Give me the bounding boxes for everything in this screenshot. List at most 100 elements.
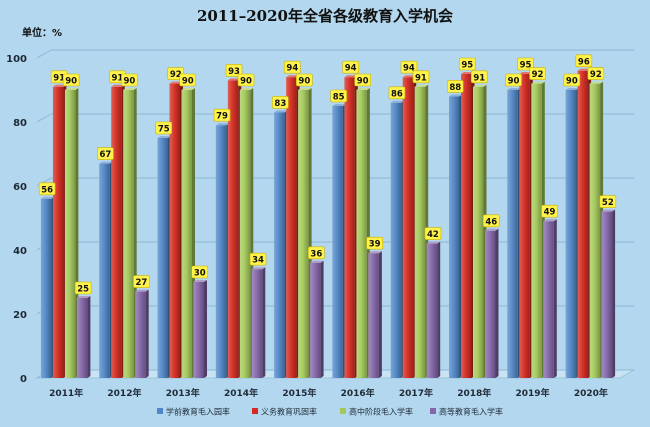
bar	[181, 90, 192, 378]
data-label: 25	[77, 285, 89, 295]
data-label: 56	[41, 185, 53, 195]
y-tick-label: 80	[13, 118, 27, 129]
data-label: 90	[508, 77, 520, 87]
data-label-box	[121, 73, 138, 87]
data-label: 42	[427, 230, 439, 240]
gridline-side	[36, 49, 52, 59]
data-label-box	[424, 227, 442, 240]
data-label-box	[388, 86, 406, 100]
bar-side	[437, 241, 441, 378]
bar	[310, 262, 321, 378]
data-label-box	[446, 80, 464, 93]
data-label-box	[62, 73, 80, 87]
bar	[40, 198, 52, 378]
bar-top	[40, 196, 55, 199]
y-tick-label: 40	[13, 246, 27, 257]
bar-side	[204, 280, 207, 378]
bar-top	[274, 110, 288, 113]
data-label-box	[482, 214, 500, 228]
data-label: 36	[310, 249, 322, 259]
bar	[426, 243, 438, 378]
bar	[157, 138, 168, 378]
bar	[485, 230, 496, 378]
bar-side	[262, 267, 266, 378]
data-label: 95	[461, 61, 473, 71]
bar	[52, 86, 64, 379]
bar-top	[485, 228, 499, 231]
data-label-box	[366, 236, 383, 250]
x-tick-label: 2013年	[166, 387, 200, 399]
bar-top	[99, 161, 113, 164]
bar-top	[565, 88, 580, 90]
bar	[519, 74, 530, 378]
data-label-box	[308, 246, 325, 260]
data-label-box	[191, 265, 209, 279]
bar-top	[332, 104, 346, 106]
bar-side	[612, 209, 616, 378]
data-label: 46	[485, 217, 497, 227]
bar-side	[553, 219, 557, 378]
y-tick-label: 0	[20, 374, 27, 385]
bar	[274, 112, 285, 379]
bar-side	[145, 289, 149, 378]
bar	[589, 83, 601, 378]
data-label-box	[563, 73, 581, 87]
data-label-box	[97, 147, 114, 160]
bar-top	[449, 94, 463, 97]
x-tick-label: 2020年	[574, 387, 608, 399]
bar	[332, 106, 343, 378]
data-label-box	[541, 204, 558, 218]
data-label-box	[458, 57, 476, 71]
data-label: 92	[170, 70, 182, 80]
bar	[368, 253, 379, 378]
bar	[543, 221, 554, 378]
data-label: 67	[100, 150, 112, 160]
y-tick-label: 100	[6, 54, 27, 65]
data-label: 90	[357, 77, 369, 87]
bar	[298, 90, 309, 378]
data-label: 91	[53, 73, 65, 83]
data-label-box	[330, 89, 347, 103]
x-tick-label: 2015年	[282, 387, 316, 399]
data-label: 90	[240, 77, 252, 87]
data-label-box	[400, 60, 418, 74]
bar-top	[368, 251, 382, 254]
bar-top	[543, 219, 557, 222]
bar	[356, 90, 367, 378]
data-label-box	[74, 281, 92, 295]
bar	[123, 90, 134, 378]
bar-top	[193, 280, 207, 282]
legend-label: 学前教育毛入园率	[166, 407, 230, 417]
data-label: 93	[228, 67, 240, 77]
bar	[193, 282, 204, 378]
data-label: 30	[194, 269, 206, 279]
data-label-box	[155, 121, 173, 135]
data-label-box	[517, 57, 534, 71]
bar-top	[76, 296, 91, 298]
legend-label: 高中阶段毛入学率	[349, 407, 413, 417]
bar	[577, 70, 589, 379]
data-label-box	[284, 60, 301, 74]
bar-top	[473, 84, 487, 87]
bar	[251, 269, 263, 378]
bar	[99, 163, 110, 378]
bar-top	[123, 88, 137, 90]
bar-top	[531, 81, 545, 84]
data-label: 91	[473, 73, 485, 83]
bar-top	[310, 260, 324, 263]
bar	[76, 298, 88, 378]
data-label: 85	[333, 93, 345, 103]
bar-top	[390, 100, 405, 103]
bar	[64, 90, 76, 378]
bar-top	[181, 88, 195, 90]
bar	[461, 74, 472, 378]
y-tick-label: 20	[13, 310, 27, 321]
bar-top	[356, 88, 370, 90]
data-label-box	[412, 70, 430, 84]
data-label-box	[213, 108, 231, 122]
bar	[414, 86, 426, 379]
data-label-box	[587, 67, 605, 80]
data-label-box	[237, 73, 255, 87]
data-label-box	[599, 195, 617, 208]
